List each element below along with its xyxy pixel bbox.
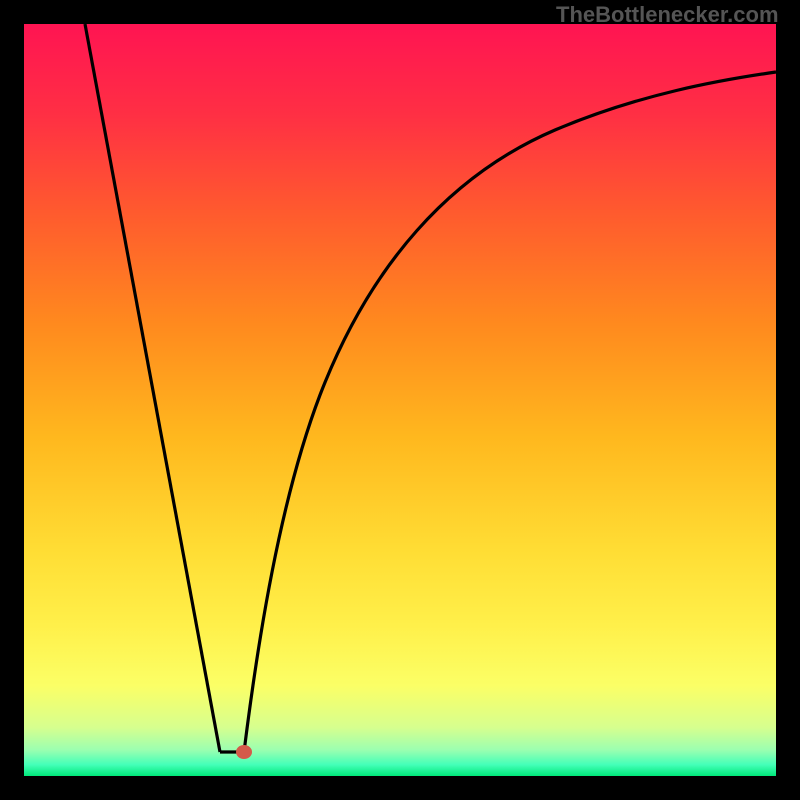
optimum-marker [236,745,252,759]
chart-frame: TheBottlenecker.com [0,0,800,800]
chart-svg [0,0,800,800]
watermark-label: TheBottlenecker.com [556,2,779,28]
plot-background [24,24,776,776]
